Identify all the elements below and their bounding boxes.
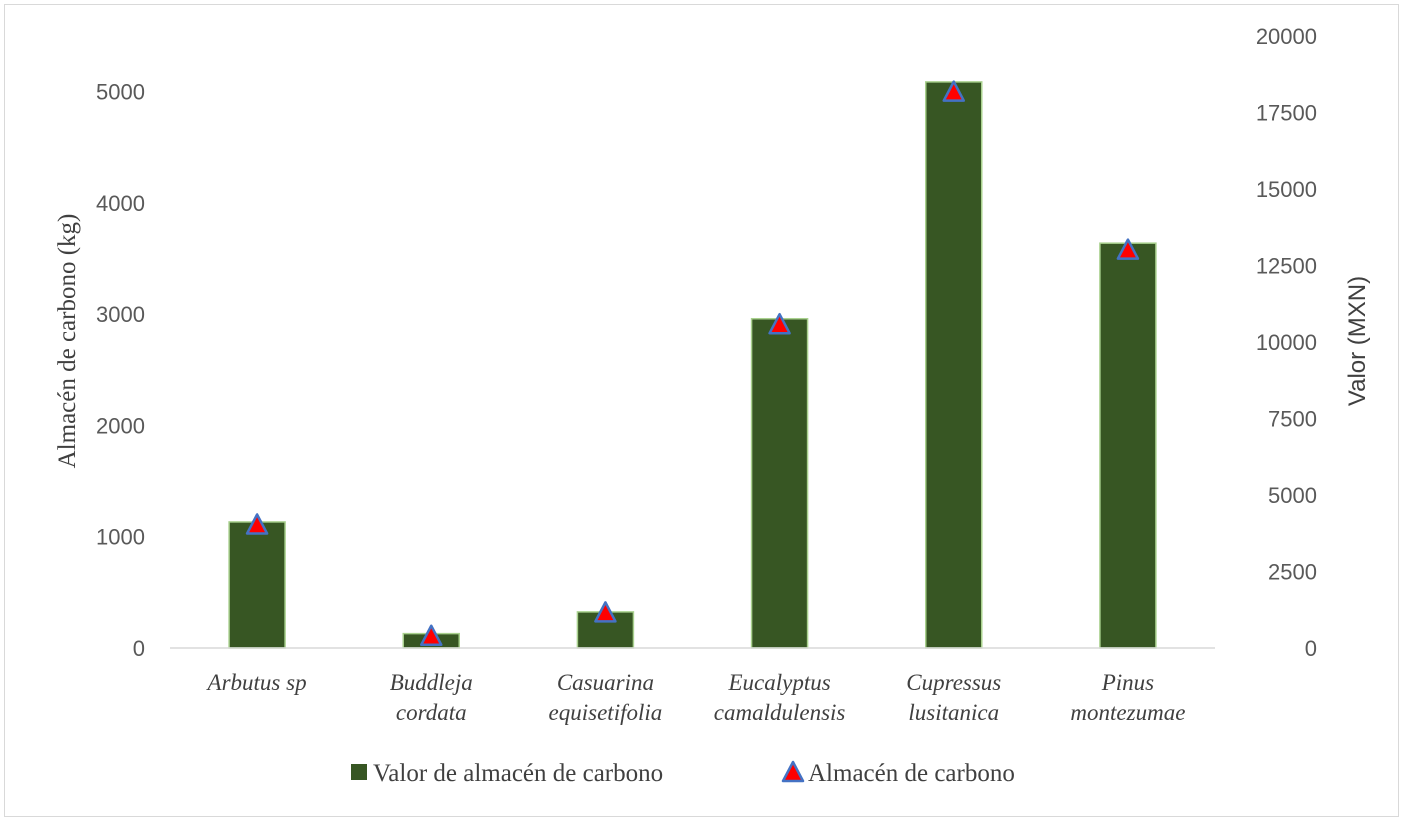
left-tick-label: 2000 (96, 413, 145, 438)
category-label: Eucalyptus camaldulensis (714, 670, 846, 725)
category-label-line: Cupressus (906, 670, 1001, 695)
category-label-line: Arbutus sp (206, 670, 307, 695)
legend-label-marker: Almacén de carbono (808, 760, 1015, 787)
right-tick-label: 0 (1305, 636, 1317, 661)
data-point-marker (1116, 238, 1140, 260)
legend-label-bar: Valor de almacén de carbono (373, 760, 663, 787)
left-tick-label: 4000 (96, 191, 145, 216)
category-label-line: Eucalyptus (727, 670, 830, 695)
category-label-line: lusitanica (908, 700, 999, 725)
right-tick-label: 15000 (1256, 177, 1317, 202)
category-label: Arbutus sp (206, 670, 307, 695)
chart-frame (4, 4, 1399, 817)
right-axis-title: Valor (MXN) (1344, 276, 1371, 406)
category-label: Cupressus lusitanica (906, 670, 1001, 725)
category-label: Pinus montezumae (1070, 670, 1185, 725)
category-labels: Arbutus sp Buddleja cordata Casuarina equise… (206, 670, 1186, 725)
category-label-line: Pinus (1101, 670, 1154, 695)
data-point-marker (768, 312, 791, 335)
bar (925, 81, 983, 649)
legend-marker-triangle (781, 760, 805, 783)
right-tick-label: 20000 (1256, 24, 1317, 49)
right-tick-label: 12500 (1256, 254, 1317, 279)
right-tick-label: 17500 (1256, 101, 1317, 126)
category-label-line: camaldulensis (714, 700, 846, 725)
data-point-marker (594, 601, 617, 623)
right-tick-label: 5000 (1268, 483, 1317, 508)
bar (228, 521, 286, 649)
left-tick-label: 1000 (96, 525, 145, 550)
left-tick-label: 0 (133, 636, 145, 661)
left-tick-label: 3000 (96, 302, 145, 327)
bar (750, 317, 809, 649)
legend: Valor de almacén de carbono Almacén de c… (351, 760, 1015, 787)
right-axis-ticks: 0 2500 5000 7500 10000 12500 15000 17500 20000 (1256, 24, 1317, 661)
category-label: Casuarina equisetifolia (549, 670, 663, 725)
data-point-marker (420, 624, 443, 647)
category-label: Buddleja cordata (390, 670, 473, 725)
data-point-marker (245, 513, 269, 535)
marker-series (245, 80, 1140, 647)
left-tick-label: 5000 (96, 80, 145, 105)
right-tick-label: 2500 (1268, 560, 1317, 585)
left-axis-title: Almacén de carbono (kg) (54, 214, 81, 469)
category-label-line: cordata (396, 700, 467, 725)
bar (1099, 242, 1157, 649)
legend-swatch-bar (351, 764, 367, 780)
category-label-line: Buddleja (390, 670, 473, 695)
left-axis-ticks: 0 1000 2000 3000 4000 5000 (96, 80, 145, 661)
data-point-marker (942, 80, 965, 102)
right-tick-label: 10000 (1256, 330, 1317, 355)
category-label-line: equisetifolia (549, 700, 663, 725)
right-tick-label: 7500 (1268, 407, 1317, 432)
category-label-line: Casuarina (557, 670, 654, 695)
bar-series (228, 81, 1157, 649)
category-label-line: montezumae (1070, 700, 1185, 725)
